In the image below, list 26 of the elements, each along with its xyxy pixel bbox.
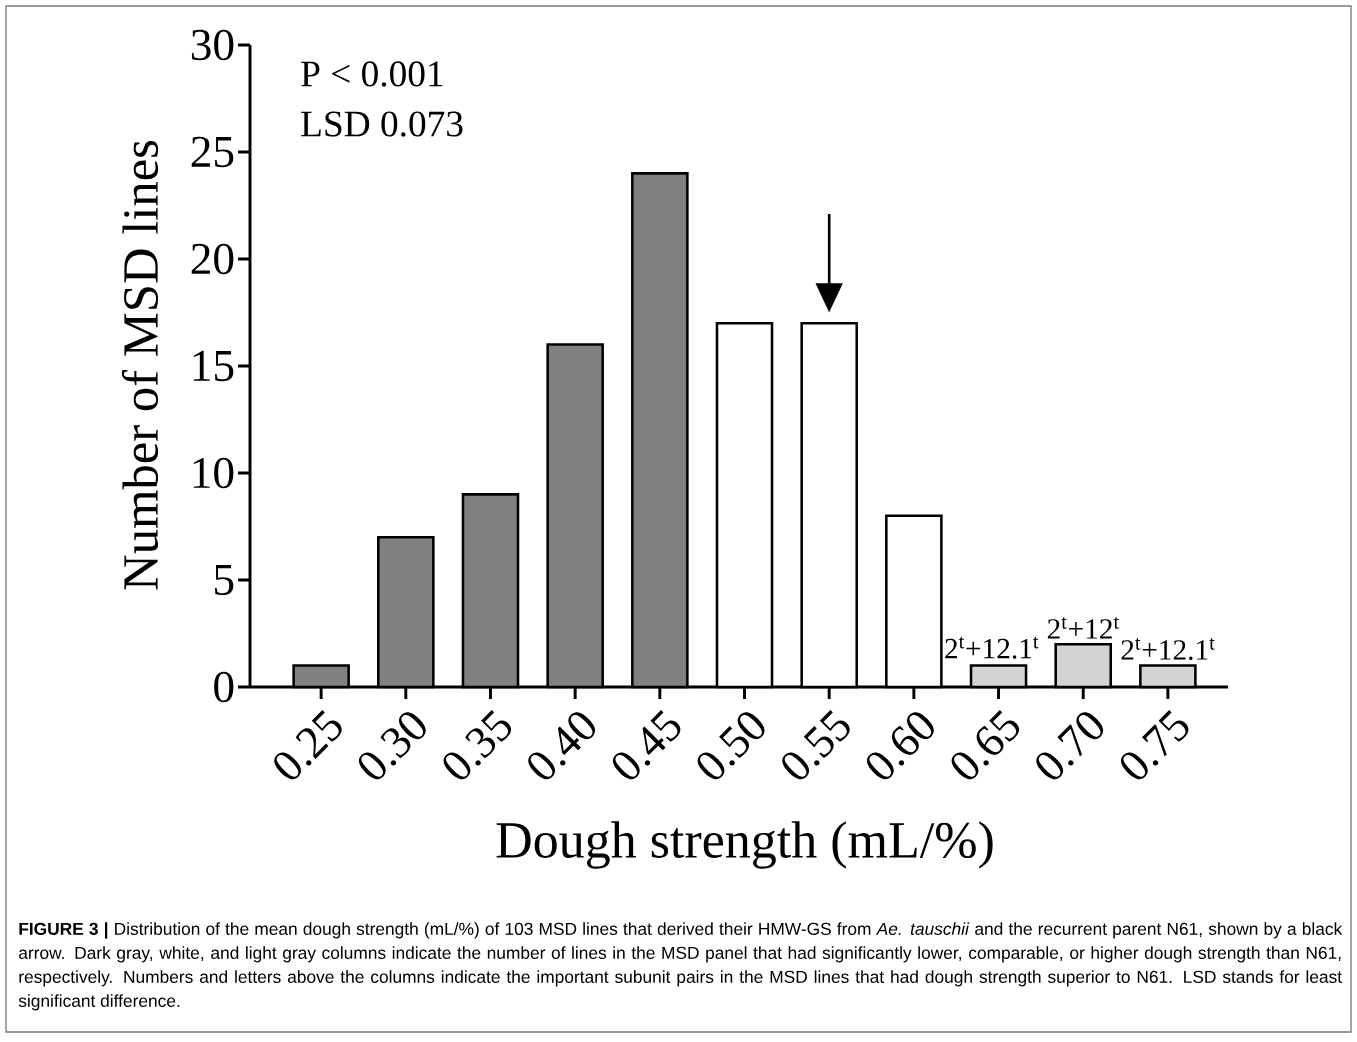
y-tick-label: 20 [191, 243, 234, 275]
y-tick-label: 10 [193, 457, 234, 489]
x-axis-title: Dough strength (mL/%) [496, 821, 993, 869]
annotation: 2$^{t}$+12.1$^{t}$ [1121, 637, 1215, 660]
text: FIGURE 3 | Distribution of the mean dough strength (mL/%) of 103 MSD lines that derived their HMW-GS from Ae. tauschii and the recurrent parent N61, shown by a black arrow. Dark gray, white, and light gray columns indicate the number of lines in the MSD panel that had significantly lower, comparable, or higher dough strength than N61, respectively. Numbers and letters above the columns indicate the important subunit pairs in the MSD lines that had dough strength superior to N61. LSD stands for least significant difference. [18, 922, 1343, 1011]
x-tick-label: 0.65 [951, 710, 1020, 780]
annotation: P < 0.001 [301, 61, 443, 87]
y-axis-title: Number of MSD lines [121, 140, 159, 590]
y-tick-label: 5 [215, 564, 234, 596]
y-tick-label: 30 [191, 29, 234, 61]
annotation: LSD 0.073 [301, 111, 463, 137]
x-tick-label: 0.60 [866, 712, 934, 780]
annotation: 2$^{t}$+12$^{t}$ [1047, 616, 1120, 639]
x-tick-label: 0.55 [782, 710, 850, 780]
x-tick-label: 0.75 [1120, 710, 1189, 780]
x-tick-label: 0.45 [612, 710, 681, 780]
x-tick-label: 0.40 [528, 712, 596, 780]
y-tick-label: 25 [191, 136, 234, 168]
y-tick-label: 15 [193, 350, 234, 382]
x-tick-label: 0.70 [1036, 712, 1104, 780]
x-tick-label: 0.35 [443, 710, 512, 780]
x-tick-label: 0.50 [697, 712, 765, 780]
x-tick-label: 0.25 [274, 710, 342, 780]
x-tick-label: 0.30 [358, 712, 426, 780]
y-tick-label: 0 [214, 671, 234, 703]
annotation: 2$^{t}$+12.1$^{t}$ [945, 636, 1039, 659]
